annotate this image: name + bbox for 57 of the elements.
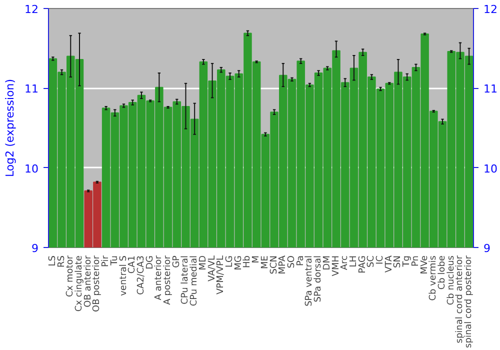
x-tick-label: Tg [402,255,412,268]
x-tick-label: Pir [101,255,112,267]
y2-tick-label: 10 [484,162,498,176]
x-tick-label: Cx cingulate [74,255,84,312]
x-tick-label: MPA [278,254,288,274]
x-tick-label: MVe [420,255,430,274]
x-tick-label: Cb vermis [428,255,439,301]
y-tick-label: 11 [24,82,39,96]
x-tick-label: LS [48,255,58,266]
x-tick-label: VPM/VPL [216,255,226,294]
x-tick-label: CA2/CA3 [136,255,146,295]
y-tick-label: 10 [24,162,39,176]
x-tick-label: SC [366,255,377,268]
x-tick-label: VMH [331,255,342,276]
x-tick-label: LG [225,255,236,268]
x-tick-label: Cb nucleus [446,255,456,306]
x-tick-label: LH [348,255,359,268]
x-tick-label: GP [172,254,182,268]
x-tick-label: DG [145,255,156,270]
x-tick-label: Pa [296,255,306,266]
x-tick-label: Arc [340,255,350,270]
x-tick-label: A posterior [163,255,174,305]
y-tick-label: 9 [32,242,38,255]
x-tick-label: PAG [358,255,368,274]
x-tick-label: CPu medial [190,255,200,306]
x-tick-label: spinal cord posterior [464,255,474,348]
x-tick-label: Pn [410,255,421,266]
x-tick-label: VA/VL [207,255,218,282]
x-tick-label: SCN [269,255,280,274]
x-tick-label: MG [234,255,244,270]
x-tick-label: spinal cord anterior [455,255,466,344]
x-tick-label: SPa ventral [304,255,315,306]
y-axis-title: Log2 (expression) [4,78,17,178]
x-tick-label: M [252,256,262,264]
x-tick-label: RS [56,255,67,268]
x-tick-label: CPu lateral [180,255,191,304]
x-tick-label: DM [322,255,332,270]
x-tick-label: Cx motor [66,255,76,297]
x-tick-label: MD [198,255,208,270]
x-tick-label: OB anterior [83,255,94,308]
x-tick-label: VTA [384,254,394,273]
x-tick-label: SO [286,256,297,268]
y2-tick-label: 11 [484,82,498,96]
x-tick-label: Tu [110,255,120,266]
x-tick-label: Hb [242,255,253,268]
x-tick-label: Cb lobe [438,255,448,290]
x-tick-label: SPa dorsal [314,255,324,302]
x-tick-label: ME [260,255,270,269]
x-tick-label: SN [393,255,404,268]
y2-tick-label: 12 [484,3,498,16]
x-tick-label: CA1 [128,255,138,274]
y2-tick-label: 9 [484,242,490,255]
x-tick-label: OB posterior [92,255,102,312]
y-tick-label: 12 [24,3,39,16]
x-tick-label: A anterior [154,255,164,300]
x-tick-label: IC [376,255,386,264]
x-tick-label: ventral S [118,255,129,296]
